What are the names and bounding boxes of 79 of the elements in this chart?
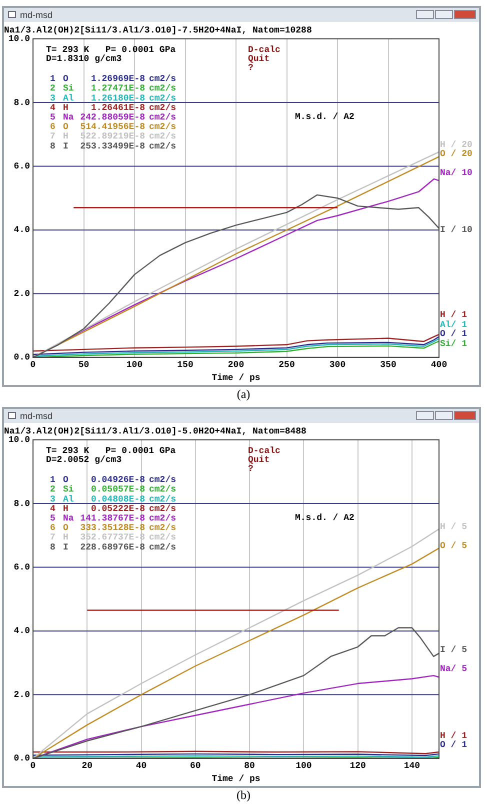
x-tick-label: 350 [380, 360, 396, 370]
text: 8 I 253.33499E-8 cm2/s [50, 141, 176, 152]
annotation: D-calc [248, 446, 280, 456]
y-tick-label: 4.0 [14, 626, 30, 636]
text: 1 O 0.04926E-8 cm2/s [50, 475, 176, 486]
text: 6 O 514.41956E-8 cm2/s [50, 122, 176, 132]
text: 8 I 228.68976E-8 cm2/s [50, 542, 176, 552]
text: Al/ 1 [440, 320, 468, 330]
text: 2 Si 1.27471E-8 cm2/s [50, 84, 176, 94]
annotation: Quit [248, 455, 270, 466]
y-tick-label: 0.0 [14, 352, 30, 363]
y-tick-label: 6.0 [14, 162, 30, 172]
text: O / 1 [440, 740, 468, 750]
x-axis-title: Time / ps [212, 774, 260, 784]
text: 5 Na 141.38767E-8 cm2/s [50, 513, 176, 524]
chart-title: Na1/3.Al2(OH)2[Si11/3.Al1/3.O10]-7.5H2O+4NaI, Natom=10288 [4, 26, 312, 36]
text: (b) [236, 788, 252, 802]
x-tick-label: 50 [78, 360, 90, 370]
text: 3 Al 1.26180E-8 cm2/s [50, 93, 176, 104]
text: Na/ 5 [440, 664, 468, 674]
text: H / 1 [440, 731, 468, 742]
text: Na/ 10 [440, 168, 472, 178]
annotation: ? [248, 464, 254, 474]
text: 7 H 522.89219E-8 cm2/s [50, 132, 176, 142]
x-tick-label: 300 [329, 360, 346, 370]
x-axis-title: Time / ps [212, 372, 260, 383]
annotation: T= 293 K P= 0.0001 GPa [46, 446, 176, 456]
x-tick-label: 250 [278, 360, 295, 370]
y-tick-label: 0.0 [14, 754, 30, 764]
text: I / 10 [440, 225, 472, 236]
annotation: T= 293 K P= 0.0001 GPa [46, 45, 176, 56]
y-tick-label: 2.0 [14, 690, 30, 700]
x-tick-label: 100 [296, 761, 312, 772]
x-tick-label: 120 [350, 761, 366, 772]
text: 1 O 1.26969E-8 cm2/s [50, 74, 176, 84]
annotation: D-calc [248, 45, 280, 56]
y-tick-label: 8.0 [14, 98, 30, 108]
x-tick-label: 100 [126, 360, 143, 370]
text: md-msd [20, 411, 53, 421]
text: 4 H 1.26461E-8 cm2/s [50, 102, 176, 113]
x-tick-label: 0 [30, 360, 36, 370]
chart-title: Na1/3.Al2(OH)2[Si11/3.Al1/3.O10]-5.0H2O+4NaI, Natom=8488 [4, 426, 306, 437]
y-tick-label: 2.0 [14, 288, 30, 299]
annotation: ? [248, 63, 254, 74]
text: I / 5 [440, 645, 468, 656]
text: 7 H 352.67737E-8 cm2/s [50, 532, 176, 543]
text: H / 1 [440, 310, 468, 320]
y-tick-label: 6.0 [14, 562, 30, 573]
text: O / 20 [440, 149, 472, 160]
x-tick-label: 0 [30, 761, 36, 772]
annotation: D=1.8310 g/cm3 [46, 54, 122, 64]
text: 4 H 0.05222E-8 cm2/s [50, 504, 176, 514]
text: H / 5 [440, 522, 468, 532]
y-tick-label: 10.0 [8, 34, 30, 44]
text: md-msd [20, 10, 53, 20]
annotation: M.s.d. / A2 [295, 513, 354, 524]
x-tick-label: 140 [404, 761, 420, 772]
annotation: D=2.0052 g/cm3 [46, 455, 122, 466]
text: (a) [236, 387, 252, 401]
x-tick-label: 80 [244, 761, 255, 772]
x-tick-label: 400 [430, 360, 448, 370]
text: 3 Al 0.04808E-8 cm2/s [50, 494, 176, 504]
annotation: Quit [248, 54, 270, 64]
text: H / 20 [440, 140, 472, 150]
text: O / 5 [440, 541, 468, 552]
y-tick-label: 4.0 [14, 225, 30, 236]
x-tick-label: 60 [190, 761, 201, 772]
y-tick-label: 8.0 [14, 498, 30, 509]
text: Si/ 1 [440, 339, 468, 350]
x-tick-label: 20 [82, 761, 93, 772]
annotation: M.s.d. / A2 [295, 112, 354, 122]
text: 2 Si 0.05057E-8 cm2/s [50, 484, 176, 495]
x-tick-label: 40 [136, 761, 147, 772]
text: 6 O 333.35128E-8 cm2/s [50, 523, 176, 534]
x-tick-label: 150 [177, 360, 194, 370]
x-tick-label: 200 [228, 360, 244, 370]
y-tick-label: 10.0 [8, 435, 30, 446]
text: 5 Na 242.88059E-8 cm2/s [50, 112, 176, 122]
text: O / 1 [440, 329, 468, 340]
